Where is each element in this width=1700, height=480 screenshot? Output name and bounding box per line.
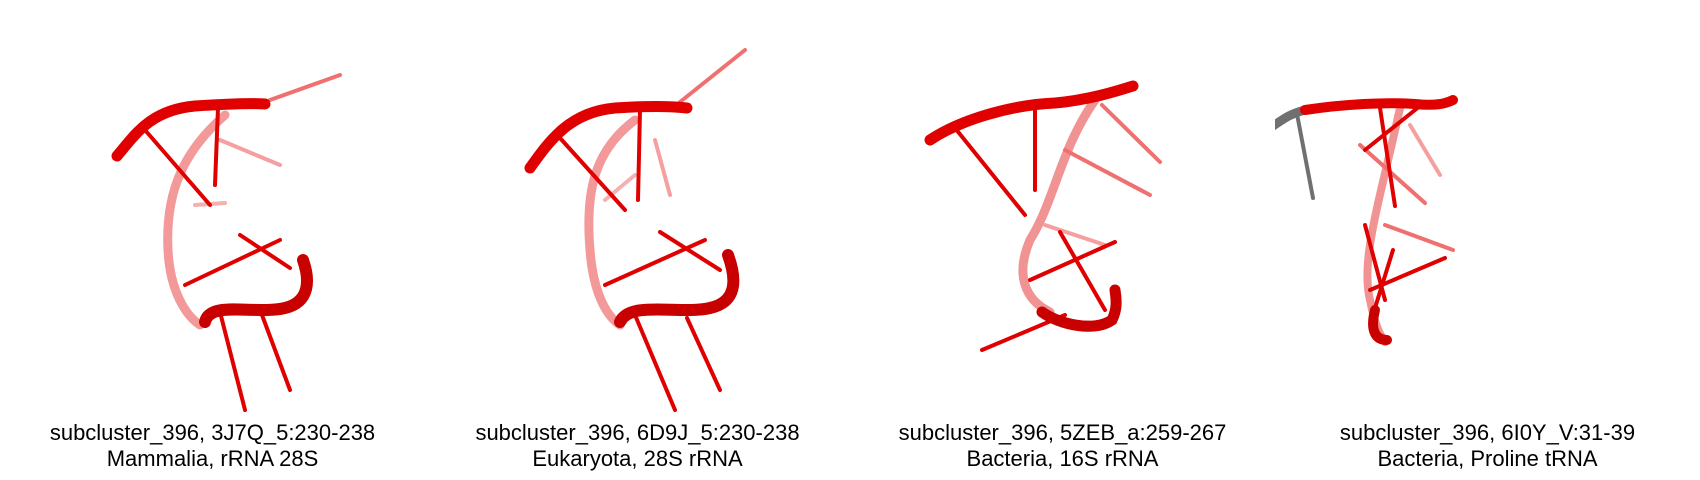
structure-subtitle-3: Bacteria, 16S rRNA bbox=[966, 446, 1159, 471]
structure-subtitle-4: Bacteria, Proline tRNA bbox=[1377, 446, 1598, 471]
structure-subtitle-2: Eukaryota, 28S rRNA bbox=[532, 446, 743, 471]
structure-title-1: subcluster_396, 3J7Q_5:230-238 bbox=[49, 420, 376, 445]
structure-caption-4: subcluster_396, 6I0Y_V:31-39 Bacteria, P… bbox=[1275, 420, 1700, 472]
structure-title-3: subcluster_396, 5ZEB_a:259-267 bbox=[898, 420, 1227, 445]
structure-panel-3: subcluster_396, 5ZEB_a:259-267 Bacteria,… bbox=[850, 0, 1275, 480]
structure-panel-4: subcluster_396, 6I0Y_V:31-39 Bacteria, P… bbox=[1275, 0, 1700, 480]
structure-title-2: subcluster_396, 6D9J_5:230-238 bbox=[475, 420, 800, 445]
structure-title-4: subcluster_396, 6I0Y_V:31-39 bbox=[1339, 420, 1636, 445]
structure-caption-3: subcluster_396, 5ZEB_a:259-267 Bacteria,… bbox=[850, 420, 1275, 472]
rna-structure-image-3 bbox=[924, 80, 1162, 352]
rna-structure-image-1 bbox=[111, 73, 342, 412]
structure-subtitle-1: Mammalia, rRNA 28S bbox=[106, 446, 319, 471]
structure-caption-1: subcluster_396, 3J7Q_5:230-238 Mammalia,… bbox=[0, 420, 425, 472]
structure-caption-2: subcluster_396, 6D9J_5:230-238 Eukaryota… bbox=[425, 420, 850, 472]
rna-structure-image-4 bbox=[1275, 95, 1458, 346]
structure-panel-1: subcluster_396, 3J7Q_5:230-238 Mammalia,… bbox=[0, 0, 425, 480]
rna-structure-image-2 bbox=[524, 48, 747, 412]
structure-panel-2: subcluster_396, 6D9J_5:230-238 Eukaryota… bbox=[425, 0, 850, 480]
